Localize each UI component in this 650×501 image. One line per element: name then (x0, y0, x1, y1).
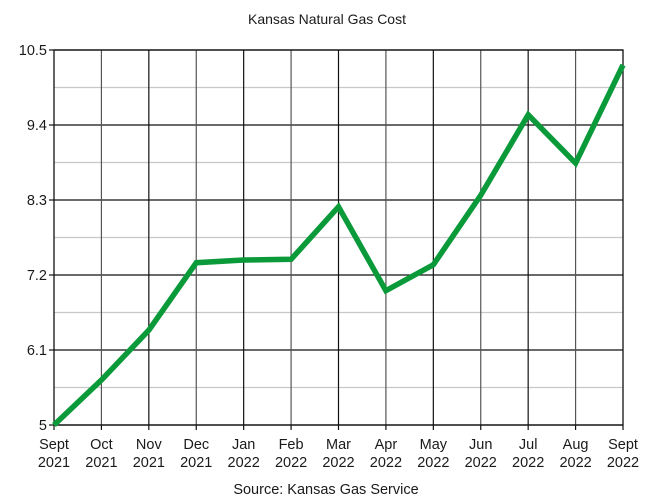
x-tick-label-month: Jun (469, 437, 492, 453)
x-axis-ticks: Sept 2021 Oct 2021 Nov 2021 Dec 2021 Jan 2022 Feb 2… (38, 425, 639, 471)
y-tick-label: 9.4 (27, 118, 47, 134)
x-tick-label-month: Sept (608, 437, 638, 453)
x-tick-label-month: Nov (136, 437, 163, 453)
x-tick-label-month: Jul (519, 437, 538, 453)
y-tick-label: 5 (39, 418, 47, 434)
x-tick-label-month: Mar (326, 437, 351, 453)
x-tick-label-month: Jan (232, 437, 255, 453)
x-tick-label-year: 2022 (465, 455, 497, 471)
x-tick-label-month: Feb (279, 437, 304, 453)
y-axis-ticks: 10.5 9.4 8.3 7.2 6.1 5 (19, 43, 54, 434)
chart-title: Kansas Natural Gas Cost (248, 11, 406, 27)
x-tick-label-month: Aug (563, 437, 589, 453)
x-tick-label-year: 2022 (275, 455, 307, 471)
x-tick-label-month: Dec (183, 437, 209, 453)
x-tick-label-year: 2021 (85, 455, 117, 471)
x-tick-label-month: Sept (39, 437, 69, 453)
x-tick-label-month: May (420, 437, 448, 453)
source-note: Source: Kansas Gas Service (233, 482, 418, 498)
y-tick-label: 7.2 (27, 268, 47, 284)
y-tick-label: 6.1 (27, 343, 47, 359)
data-series-line (52, 63, 626, 427)
x-tick-label-month: Oct (90, 437, 113, 453)
x-tick-label-month: Apr (375, 437, 398, 453)
y-tick-label: 8.3 (27, 193, 47, 209)
x-tick-label-year: 2021 (133, 455, 165, 471)
vertical-gridlines (100, 50, 577, 425)
x-tick-label-year: 2022 (322, 455, 354, 471)
x-tick-label-year: 2022 (370, 455, 402, 471)
x-tick-label-year: 2021 (180, 455, 212, 471)
y-tick-label: 10.5 (19, 43, 47, 59)
x-tick-label-year: 2022 (512, 455, 544, 471)
x-tick-label-year: 2021 (38, 455, 70, 471)
x-tick-label-year: 2022 (228, 455, 260, 471)
x-tick-label-year: 2022 (607, 455, 639, 471)
x-tick-label-year: 2022 (417, 455, 449, 471)
x-tick-label-year: 2022 (559, 455, 591, 471)
